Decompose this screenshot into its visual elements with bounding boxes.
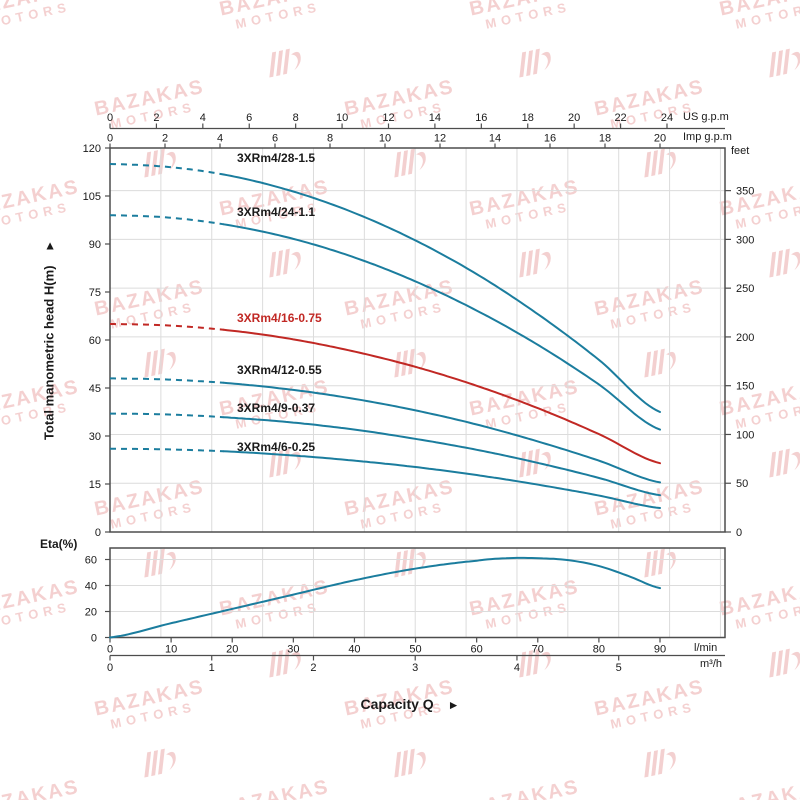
feet-tick-label: 350 [736, 186, 754, 198]
m3h-tick-label: 5 [616, 662, 622, 674]
eta-tick-label: 0 [91, 633, 97, 645]
lmin-tick-label: 70 [532, 644, 544, 656]
us-gpm-tick-label: 6 [246, 112, 252, 124]
eta-curve [109, 556, 661, 639]
feet-tick-label: 100 [736, 429, 754, 441]
head-m-tick-label: 120 [83, 143, 101, 155]
lmin-tick-label: 60 [471, 644, 483, 656]
us-gpm-tick-label: 16 [475, 112, 487, 124]
lmin-tick-label: 20 [226, 644, 238, 656]
imp-gpm-tick-label: 10 [379, 133, 391, 145]
lmin-tick-label: 90 [654, 644, 666, 656]
us-gpm-tick-label: 10 [336, 112, 348, 124]
lmin-tick-label: 30 [287, 644, 299, 656]
lmin-tick-label: 50 [409, 644, 421, 656]
head-m-tick-label: 15 [89, 479, 101, 491]
imp-gpm-tick-label: 2 [162, 133, 168, 145]
head-curve-dashed-2 [110, 323, 224, 331]
imp-gpm-tick-label: 12 [434, 133, 446, 145]
head-curve-dashed-4 [110, 412, 224, 419]
imp-gpm-tick-label: 14 [489, 133, 501, 145]
head-curve-dashed-5 [110, 447, 224, 453]
m3h-tick-label: 4 [514, 662, 520, 674]
head-m-tick-label: 60 [89, 335, 101, 347]
head-curve-2 [222, 328, 661, 465]
feet-tick-label: 150 [736, 381, 754, 393]
m3h-tick-label: 1 [209, 662, 215, 674]
head-m-tick-label: 105 [83, 191, 101, 203]
lmin-tick-label: 80 [593, 644, 605, 656]
head-curve-3 [222, 381, 661, 484]
imp-gpm-tick-label: 18 [599, 133, 611, 145]
feet-tick-label: 0 [736, 527, 742, 539]
imp-gpm-tick-label: 16 [544, 133, 556, 145]
eta-tick-label: 60 [85, 555, 97, 567]
us-gpm-tick-label: 12 [382, 112, 394, 124]
lmin-tick-label: 10 [165, 644, 177, 656]
m3h-tick-label: 0 [107, 662, 113, 674]
lmin-tick-label: 40 [348, 644, 360, 656]
us-gpm-tick-label: 22 [614, 112, 626, 124]
eta-plot-frame [109, 547, 726, 639]
imp-gpm-tick-label: 4 [217, 133, 223, 145]
head-curve-dashed-1 [109, 214, 224, 226]
eta-tick-label: 20 [85, 607, 97, 619]
head-m-tick-label: 90 [89, 239, 101, 251]
us-gpm-tick-label: 2 [153, 112, 159, 124]
us-gpm-tick-label: 18 [522, 112, 534, 124]
us-gpm-tick-label: 24 [661, 112, 673, 124]
feet-tick-label: 300 [736, 234, 754, 246]
imp-gpm-tick-label: 20 [654, 133, 666, 145]
feet-tick-label: 50 [736, 478, 748, 490]
head-m-tick-label: 30 [89, 431, 101, 443]
head-curve-0 [222, 173, 661, 413]
lmin-tick-label: 0 [107, 644, 113, 656]
us-gpm-tick-label: 14 [429, 112, 441, 124]
m3h-tick-label: 3 [412, 662, 418, 674]
head-curve-1 [222, 223, 661, 431]
head-m-tick-label: 45 [89, 383, 101, 395]
head-curve-dashed-0 [109, 163, 224, 176]
us-gpm-tick-label: 4 [200, 112, 206, 124]
imp-gpm-tick-label: 0 [107, 133, 113, 145]
head-curve-5 [222, 450, 661, 509]
imp-gpm-tick-label: 6 [272, 133, 278, 145]
feet-tick-label: 250 [736, 283, 754, 295]
head-curve-4 [222, 416, 661, 497]
us-gpm-tick-label: 8 [293, 112, 299, 124]
us-gpm-tick-label: 0 [107, 112, 113, 124]
eta-tick-label: 40 [85, 581, 97, 593]
head-curve-dashed-3 [110, 377, 224, 384]
m3h-tick-label: 2 [310, 662, 316, 674]
head-m-tick-label: 0 [95, 527, 101, 539]
us-gpm-tick-label: 20 [568, 112, 580, 124]
imp-gpm-tick-label: 8 [327, 133, 333, 145]
head-m-tick-label: 75 [89, 287, 101, 299]
feet-tick-label: 200 [736, 332, 754, 344]
